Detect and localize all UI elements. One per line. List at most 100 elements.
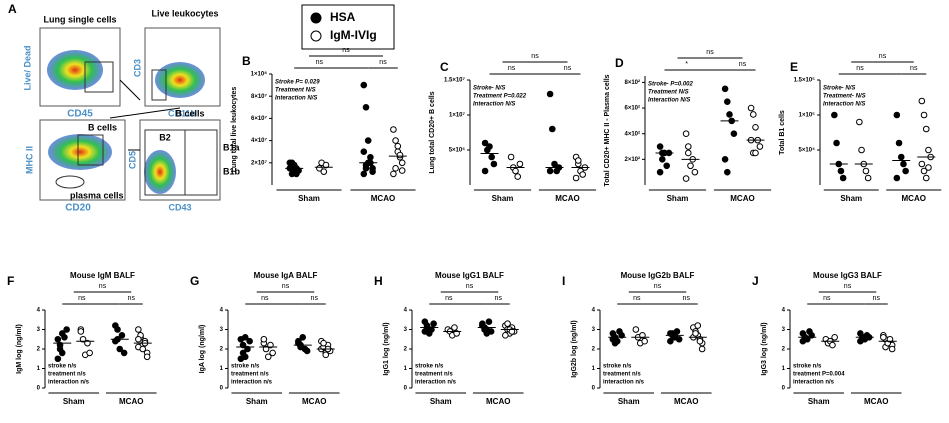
y-tick-label: 2×10⁷ [251,160,268,166]
data-point [697,338,703,344]
legend-marker [311,13,321,23]
x-tick-label: Sham [492,194,514,203]
stats-text: Treatment P=0.022 [473,94,527,100]
data-point [363,166,369,172]
y-tick-label: 2 [220,347,224,353]
stats-text: treatment n/s [603,372,641,378]
data-point [261,336,267,342]
data-point [547,168,553,174]
data-point [926,165,932,171]
y-tick-label: 0 [37,386,41,392]
bracket-label: ns [78,295,86,302]
x-tick-label: Sham [840,194,862,203]
bracket-label: ns [128,295,136,302]
data-point [547,91,553,97]
data-point [399,160,405,166]
bracket-label: ns [282,283,290,290]
data-point [840,175,846,181]
y-tick-label: 8×10⁷ [251,94,268,100]
y-tick-label: 6×10² [624,105,640,112]
bracket-label: ns [466,283,474,290]
bracket-label: ns [633,295,641,302]
flow-label: CD45 [67,109,93,120]
data-point [513,168,519,174]
bracket-label: ns [879,53,887,60]
x-tick-label: MCAO [674,397,698,406]
data-point [859,147,865,153]
chart-title: Mouse IgA BALF [254,271,318,280]
stats-text: interaction n/s [415,380,457,386]
data-point [321,340,327,346]
stats-text: Treatment- N/S [823,94,866,100]
stats-text: treatment P=0.004 [793,372,845,378]
data-point [830,342,836,348]
y-tick-label: 1.5×10⁷ [444,78,466,84]
data-point [699,346,705,352]
data-point [722,157,728,163]
data-point [242,335,248,341]
data-point [863,168,869,174]
y-tick-label: 0 [404,386,408,392]
y-tick-label: 0 [592,386,596,392]
data-point [140,346,146,352]
data-point [144,354,150,360]
data-point [834,140,840,146]
data-point [115,327,121,333]
data-point [657,169,663,175]
bracket-label: ns [342,47,350,54]
stats-text: interaction n/s [48,380,90,386]
data-point [657,144,663,150]
y-axis-label: Lung total CD20+ B cells [429,91,436,173]
stats-text: interaction n/s [603,380,645,386]
y-tick-label: 3 [782,327,786,333]
bracket-label: ns [495,295,503,302]
data-point [431,321,437,327]
stats-text: treatment n/s [231,372,269,378]
y-tick-label: 3 [592,327,596,333]
data-point [393,138,399,144]
data-point [633,327,639,333]
panel-label: D [615,56,624,70]
data-point [901,161,907,167]
stats-text: Stroke- N/S [473,86,505,92]
data-point [748,105,754,111]
flow-label: CD3 [132,59,142,77]
data-point [832,112,838,118]
data-point [923,126,929,132]
data-point [753,150,759,156]
bracket-label: ns [531,53,539,60]
flow-label: Live leukocytes [151,8,218,18]
stats-text: stroke n/s [793,364,822,370]
x-tick-label: MCAO [555,194,579,203]
data-point [919,98,925,104]
data-point [722,86,728,92]
panel-label: G [190,274,199,288]
bracket-label: ns [654,283,662,290]
data-point [78,329,84,335]
y-tick-label: 2 [37,347,41,353]
data-point [397,152,403,158]
stats-text: treatment n/s [415,372,453,378]
y-tick-label: 1×10⁷ [449,113,466,119]
x-tick-label: MCAO [902,194,926,203]
data-point [731,131,737,137]
flow-label: B cells [88,122,117,132]
data-point [898,154,904,160]
data-point [517,161,523,167]
data-point [508,154,514,160]
panel-label: C [440,60,449,74]
stats-text: stroke n/s [415,364,444,370]
y-tick-label: 1×10⁸ [251,72,268,78]
flow-label: plasma cells [70,190,124,200]
x-tick-label: Sham [246,397,268,406]
bracket-label: ns [508,65,516,72]
flow-label: CD20 [65,203,91,214]
stats-text: treatment n/s [48,372,86,378]
bracket-label: ns [311,295,319,302]
stats-text: stroke n/s [48,364,77,370]
flow-density [144,150,176,194]
data-point [858,338,864,344]
x-tick-label: MCAO [486,397,510,406]
y-tick-label: 4 [782,308,786,314]
y-tick-label: 4 [592,308,596,314]
